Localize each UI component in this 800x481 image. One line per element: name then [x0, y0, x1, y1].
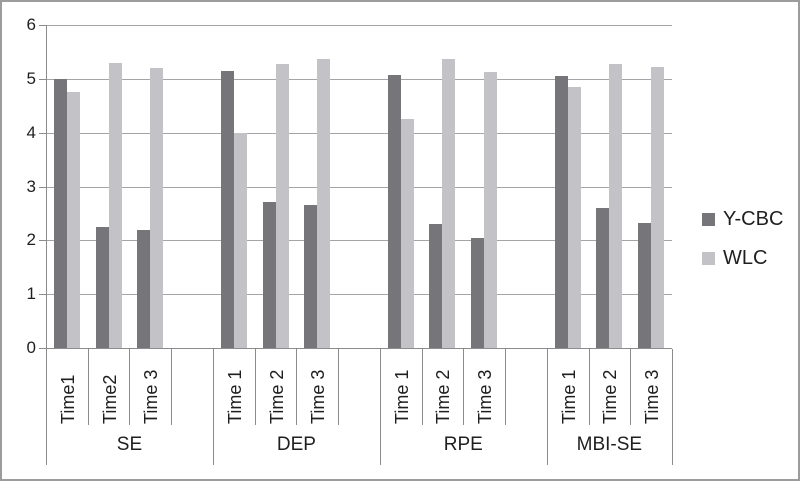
group-separator [672, 349, 673, 465]
bar-y-cbc [53, 78, 67, 348]
bar-y-cbc [554, 76, 568, 348]
group-separator [379, 349, 381, 465]
gridline [46, 25, 672, 26]
bar-y-cbc [429, 224, 443, 348]
gridline [46, 132, 672, 134]
category-separator [296, 349, 298, 425]
category-separator [338, 349, 340, 425]
category-label: Time 1 [558, 369, 579, 424]
bar-wlc [233, 132, 247, 348]
bar-y-cbc [137, 229, 151, 348]
y-axis-tick [39, 132, 46, 134]
category-separator [87, 349, 89, 425]
group-separator [212, 349, 214, 465]
bar-y-cbc [304, 204, 318, 348]
bar-wlc [567, 86, 581, 348]
x-axis-line [39, 348, 672, 349]
category-separator [421, 349, 423, 425]
category-label: Time 2 [266, 369, 287, 424]
category-label: Time2 [99, 374, 120, 424]
category-separator [505, 349, 507, 425]
category-label: Time 3 [141, 369, 162, 424]
category-separator [129, 349, 131, 425]
axis-boundary-line [46, 349, 47, 465]
y-axis-tick [39, 186, 46, 188]
gridline [46, 294, 672, 296]
category-label: Time 1 [224, 369, 245, 424]
group-label: MBI-SE [576, 434, 643, 455]
bar-y-cbc [95, 226, 109, 348]
gridline [46, 186, 672, 188]
gridline [46, 240, 672, 242]
bar-y-cbc [262, 201, 276, 348]
bar-wlc [66, 92, 80, 348]
category-separator [254, 349, 256, 425]
bar-y-cbc [596, 208, 610, 348]
group-label: DEP [276, 434, 316, 455]
category-separator [171, 349, 173, 425]
gridline [46, 78, 672, 80]
y-axis-tick [39, 294, 46, 296]
category-label: Time1 [57, 374, 78, 424]
bar-y-cbc [387, 75, 401, 348]
bar-wlc [150, 68, 164, 348]
bar-y-cbc [471, 237, 485, 348]
y-axis-tick [39, 78, 46, 80]
wlc-series-swatch [702, 251, 715, 265]
legend-label-wlc: WLC [723, 247, 768, 269]
legend-label-y-cbc: Y-CBC [723, 208, 784, 230]
category-label: Time 3 [308, 369, 329, 424]
bar-wlc [609, 63, 623, 348]
legend: Y-CBC WLC [702, 206, 783, 271]
y-axis-tick-label: 0 [26, 338, 36, 357]
bar-wlc [108, 62, 122, 348]
bar-wlc [275, 63, 289, 348]
group-label: RPE [443, 434, 483, 455]
y-axis-tick-label: 1 [26, 284, 36, 304]
category-separator [630, 349, 632, 425]
category-separator [588, 349, 590, 425]
bar-y-cbc [220, 70, 234, 348]
bar-wlc [400, 119, 414, 348]
group-separator [546, 349, 548, 465]
category-label: Time 1 [391, 369, 412, 424]
bar-wlc [651, 66, 665, 348]
legend-item-wlc: WLC [702, 245, 783, 271]
category-label: Time 3 [475, 369, 496, 424]
y-axis-tick-label: 5 [26, 68, 36, 88]
category-separator [463, 349, 465, 425]
y-axis-tick-label: 2 [26, 230, 36, 250]
bar-wlc [484, 71, 498, 348]
category-label: Time 2 [433, 369, 454, 424]
bar-wlc [442, 58, 456, 348]
y-axis-tick-label: 3 [26, 176, 36, 196]
y-axis-tick-label: 6 [26, 15, 36, 34]
y-axis-line [46, 25, 47, 349]
y-axis-tick [39, 25, 46, 26]
y-cbc-series-swatch [702, 212, 715, 226]
group-label: SE [116, 434, 143, 455]
category-label: Time 2 [600, 369, 621, 424]
category-label: Time 3 [642, 369, 663, 424]
bar-wlc [317, 58, 331, 348]
y-axis-tick-label: 4 [26, 122, 36, 142]
y-axis-tick [39, 240, 46, 242]
bar-y-cbc [638, 223, 652, 348]
legend-item-y-cbc: Y-CBC [702, 206, 783, 232]
